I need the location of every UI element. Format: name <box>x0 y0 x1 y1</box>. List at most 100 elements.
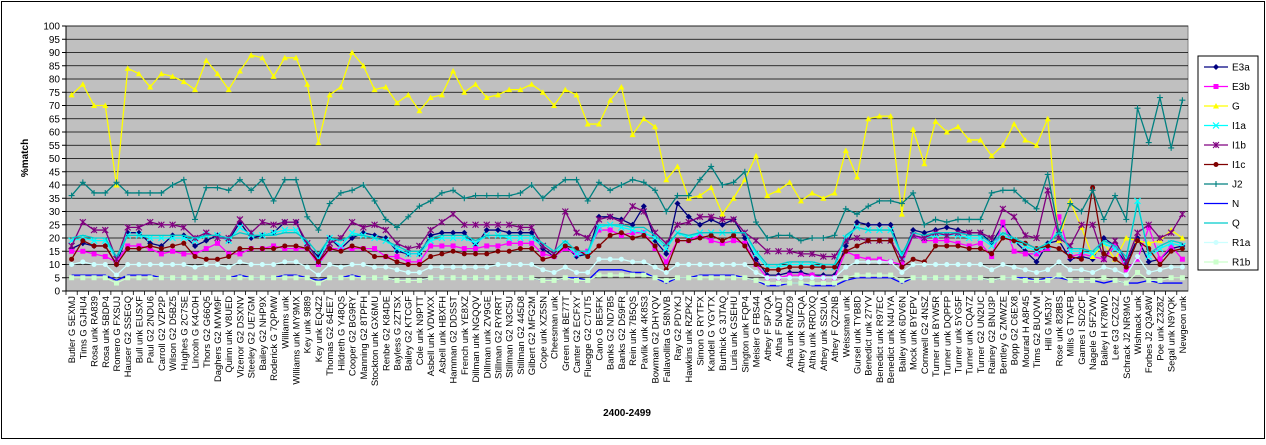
data-point <box>1078 251 1084 257</box>
data-point <box>439 251 445 257</box>
data-point <box>1045 277 1051 283</box>
data-point <box>158 246 164 252</box>
data-point <box>989 251 995 257</box>
data-point <box>753 262 759 267</box>
x-tick-label: Bayless G 2ZTSX <box>391 295 402 370</box>
data-point <box>1123 216 1130 223</box>
data-point <box>1000 219 1006 225</box>
data-point <box>1134 197 1141 205</box>
data-point <box>528 229 535 236</box>
data-point <box>135 70 142 77</box>
x-tick-label: Atha unk RRDXQ <box>807 296 818 369</box>
data-point <box>506 275 512 281</box>
x-tick-label: Bailey unk 6DV6N <box>896 296 907 372</box>
data-point <box>561 208 569 215</box>
data-point <box>1145 139 1152 146</box>
data-point <box>292 218 300 226</box>
data-point <box>461 264 467 270</box>
x-tick-label: Segal unk N9YQK <box>1166 295 1177 372</box>
data-point <box>1111 245 1119 253</box>
data-point <box>158 275 164 281</box>
data-point <box>707 213 715 221</box>
data-point <box>797 250 805 258</box>
data-point <box>865 115 872 122</box>
data-point <box>147 275 153 281</box>
data-point <box>1213 259 1219 265</box>
data-point <box>158 189 165 196</box>
data-point <box>674 262 680 267</box>
data-point <box>1089 250 1097 258</box>
data-point <box>854 243 860 249</box>
data-point <box>753 269 759 275</box>
data-point <box>483 192 490 199</box>
data-point <box>170 275 176 281</box>
data-point <box>1044 171 1051 178</box>
data-point <box>888 272 894 278</box>
data-point <box>865 221 872 228</box>
data-point <box>90 226 98 234</box>
data-point <box>495 275 501 281</box>
data-point <box>663 250 670 257</box>
data-point <box>147 83 154 90</box>
data-point <box>1033 205 1040 212</box>
data-point <box>1089 221 1097 229</box>
data-point <box>349 246 355 252</box>
data-point <box>977 275 983 281</box>
x-tick-label: Williams unk <box>279 296 290 349</box>
series-line <box>71 97 1184 242</box>
data-point <box>1157 256 1163 262</box>
y-tick-label: 20 <box>49 234 61 245</box>
data-point <box>787 280 793 286</box>
data-point <box>338 248 344 254</box>
data-point <box>540 256 546 262</box>
data-point <box>372 254 378 260</box>
data-point <box>854 254 860 260</box>
data-point <box>798 275 804 281</box>
data-point <box>1067 254 1073 260</box>
data-point <box>652 123 659 130</box>
data-point <box>910 227 917 234</box>
data-point <box>809 280 815 286</box>
data-point <box>629 202 636 210</box>
data-point <box>158 251 164 257</box>
data-point <box>271 243 277 249</box>
x-tick-label: Thomas G2 64EE7 <box>324 296 335 376</box>
series-line <box>71 255 1183 279</box>
data-point <box>80 275 86 281</box>
x-tick-label: Renbe G2 K84DE <box>380 296 391 371</box>
x-tick-label: Hawkins unk RZPKZ <box>683 296 694 383</box>
data-point <box>371 86 378 93</box>
data-point <box>787 272 793 278</box>
data-point <box>304 264 310 270</box>
data-point <box>338 275 344 281</box>
data-point <box>226 254 232 260</box>
data-point <box>125 246 131 252</box>
data-point <box>271 275 277 281</box>
data-point <box>170 248 176 254</box>
legend-label: E3a <box>1232 63 1250 74</box>
data-point <box>629 131 636 138</box>
data-point <box>585 269 591 275</box>
data-point <box>1179 256 1185 262</box>
data-point <box>79 218 87 226</box>
data-point <box>966 246 972 252</box>
x-tick-label: Athey F 5P7QA <box>762 295 773 361</box>
data-point <box>427 232 434 239</box>
data-point <box>1034 277 1040 283</box>
data-point <box>484 243 490 249</box>
legend-label: R1a <box>1232 238 1251 249</box>
data-point <box>943 231 951 239</box>
data-point <box>607 272 613 278</box>
data-point <box>102 275 108 281</box>
data-point <box>124 189 131 196</box>
data-point <box>225 187 232 194</box>
data-point <box>1078 277 1084 283</box>
data-point <box>607 187 614 194</box>
data-point <box>528 224 536 231</box>
data-point <box>1011 187 1018 194</box>
data-point <box>585 254 591 260</box>
data-point <box>820 275 826 281</box>
data-point <box>943 219 950 226</box>
data-point <box>596 272 602 278</box>
